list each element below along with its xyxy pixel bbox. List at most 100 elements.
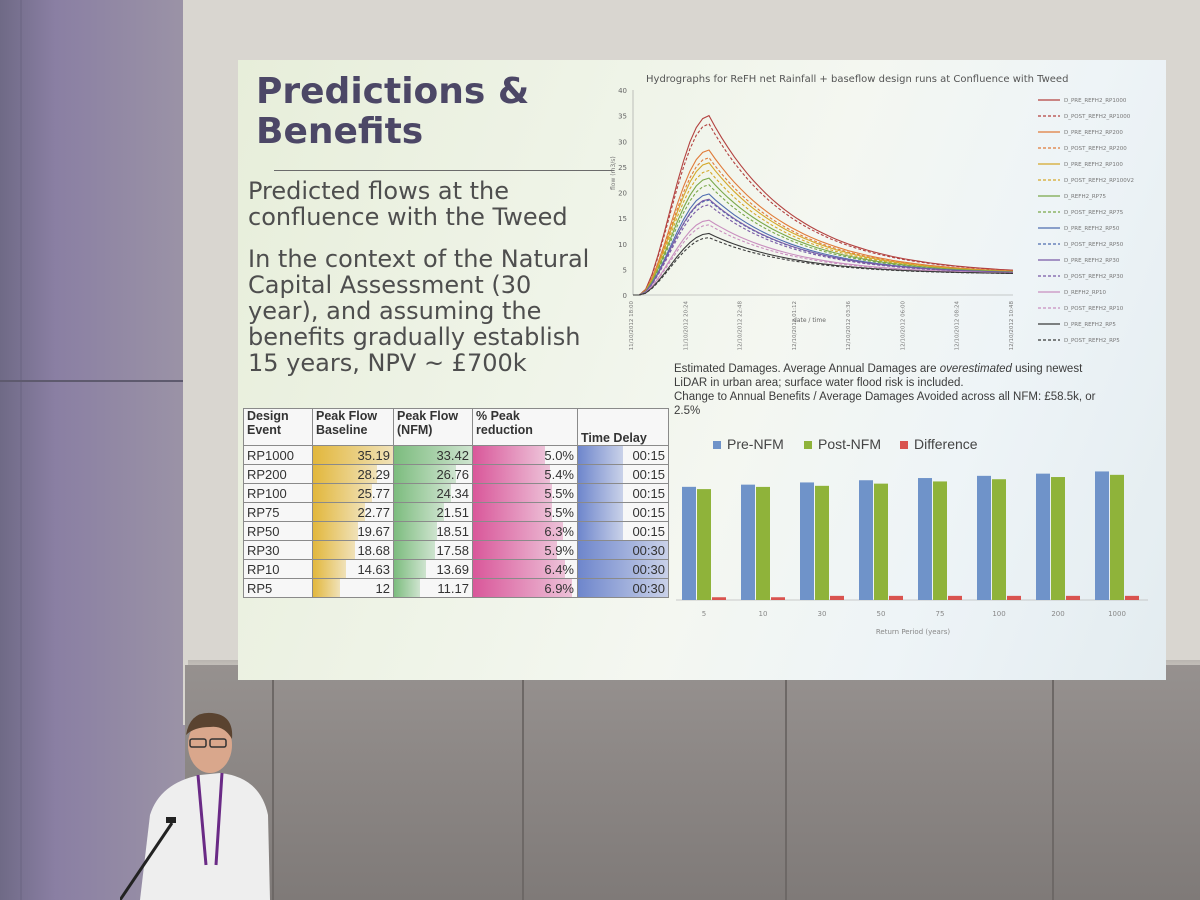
cell-value: 00:15 (632, 466, 665, 482)
cell-value: 11.17 (437, 580, 469, 596)
cell-value: 6.4% (544, 561, 574, 577)
cell-value: 5.0% (544, 447, 574, 463)
hydrograph-line (633, 162, 1014, 296)
damages-text-emphasis: overestimated (939, 363, 1012, 375)
hydrograph-line (633, 232, 1014, 296)
cell-value: 21.51 (436, 504, 469, 520)
x-tick-label: 5 (702, 610, 706, 618)
data-bar (473, 579, 572, 597)
x-tick-label: 12/10/2012 06:00 (900, 301, 906, 351)
cell-value: 17.58 (436, 542, 469, 558)
table-cell-reduction: 5.5% (472, 502, 578, 522)
x-tick-label: 12/10/2012 08:24 (955, 301, 961, 351)
presentation-slide: Predictions & Benefits Predicted flows a… (238, 60, 1166, 680)
header-peak-reduction: % Peak reduction (472, 408, 578, 446)
table-cell-nfm: 13.69 (393, 559, 473, 579)
data-bar (578, 484, 623, 502)
lanyard (196, 772, 224, 866)
bar-difference (830, 595, 844, 600)
table-cell-baseline: 35.19 (312, 445, 394, 465)
bar-post-nfm (933, 481, 947, 600)
wall-panel-line (785, 668, 787, 900)
table-cell-nfm: 18.51 (393, 521, 473, 541)
bar-pre-nfm (918, 478, 932, 600)
data-bar (578, 446, 623, 464)
wall-panel-line (1052, 668, 1054, 900)
table-cell-nfm: 21.51 (393, 502, 473, 522)
data-bar (313, 579, 341, 597)
cell-value: 00:30 (632, 542, 665, 558)
damages-benefits-text: Change to Annual Benefits / Average Dama… (674, 391, 1096, 417)
x-tick-label: 30 (818, 610, 827, 618)
legend-label: Difference (914, 436, 978, 452)
legend-label: D_POST_REFH2_RP75 (1064, 210, 1124, 216)
legend-label: D_PRE_REFH2_RP30 (1064, 258, 1120, 264)
bar-post-nfm (697, 489, 711, 600)
table-cell-baseline: 18.68 (312, 540, 394, 560)
bar-post-nfm (874, 483, 888, 600)
y-tick-label: 40 (618, 87, 627, 95)
y-axis-label: flow (m3/s) (610, 156, 617, 190)
data-bar (394, 522, 438, 540)
speaker-shirt (140, 773, 270, 900)
cell-value: RP5 (247, 580, 273, 596)
bar-post-nfm (756, 486, 770, 600)
data-bar (473, 522, 564, 540)
x-tick-label: 100 (992, 610, 1005, 618)
table-cell-reduction: 6.4% (472, 559, 578, 579)
table-cell-delay: 00:15 (577, 445, 669, 465)
bar-post-nfm (815, 485, 829, 600)
table-cell-nfm: 24.34 (393, 483, 473, 503)
bar-pre-nfm (977, 475, 991, 600)
wall-seam (20, 0, 22, 900)
hydrograph-line (633, 114, 1014, 296)
x-tick-label: 12/10/2012 03:36 (846, 301, 852, 351)
cell-value: RP75 (247, 504, 280, 520)
cell-value: 5.5% (544, 485, 574, 501)
hydrograph-chart: 0 5 10 15 20 25 30 35 40 flow (m3/s) 11/10/2012 18… (610, 87, 1134, 351)
cell-value: 00:30 (632, 580, 665, 596)
table-cell-event: RP50 (243, 521, 313, 541)
legend-label: D_POST_REFH2_RP10 (1064, 306, 1124, 312)
legend-swatch (713, 441, 721, 449)
y-tick-label: 30 (618, 138, 627, 146)
x-axis-label: Return Period (years) (876, 628, 951, 636)
bar-difference (1066, 595, 1080, 600)
x-tick-label: 200 (1051, 610, 1064, 618)
bar-pre-nfm (800, 482, 814, 600)
bar-pre-nfm (741, 484, 755, 600)
table-cell-reduction: 5.5% (472, 483, 578, 503)
data-bar (394, 560, 426, 578)
table-row: RP5 12 11.17 6.9% 00:30 (243, 578, 669, 598)
legend-label: D_PRE_REFH2_RP200 (1064, 130, 1123, 136)
glasses-icon (189, 738, 207, 748)
title-divider (274, 170, 614, 171)
data-bar (313, 541, 356, 559)
speaker-hair (186, 712, 233, 739)
slide-title: Predictions & Benefits (256, 71, 530, 152)
cell-value: 5.9% (544, 542, 574, 558)
cell-value: 00:15 (632, 523, 665, 539)
table-cell-event: RP30 (243, 540, 313, 560)
table-cell-baseline: 25.77 (312, 483, 394, 503)
table-cell-reduction: 6.9% (472, 578, 578, 598)
x-tick-label: 1000 (1108, 610, 1126, 618)
cell-value: RP100 (247, 485, 287, 501)
x-tick-label: 12/10/2012 10:48 (1009, 301, 1015, 351)
hydrograph-line (633, 193, 1014, 296)
damages-bar-chart: 5 10 30 50 75 100 200 1000 Return Period (years) (676, 471, 1148, 636)
legend-label: D_PRE_REFH2_RP5 (1064, 322, 1116, 328)
legend-label: D_REFH2_RP75 (1064, 194, 1106, 200)
cell-value: 00:30 (632, 561, 665, 577)
table-row: RP200 28.29 26.76 5.4% 00:15 (243, 464, 669, 484)
slide-paragraph-1: Predicted flows at the confluence with t… (248, 177, 568, 231)
table-cell-baseline: 28.29 (312, 464, 394, 484)
hydrograph-line (633, 204, 1014, 296)
damages-description: Estimated Damages. Average Annual Damage… (674, 362, 1104, 418)
cell-value: 26.76 (436, 466, 469, 482)
data-bar (473, 503, 552, 521)
data-bar (313, 503, 365, 521)
data-bar (313, 446, 393, 464)
table-cell-delay: 00:15 (577, 521, 669, 541)
table-cell-reduction: 6.3% (472, 521, 578, 541)
